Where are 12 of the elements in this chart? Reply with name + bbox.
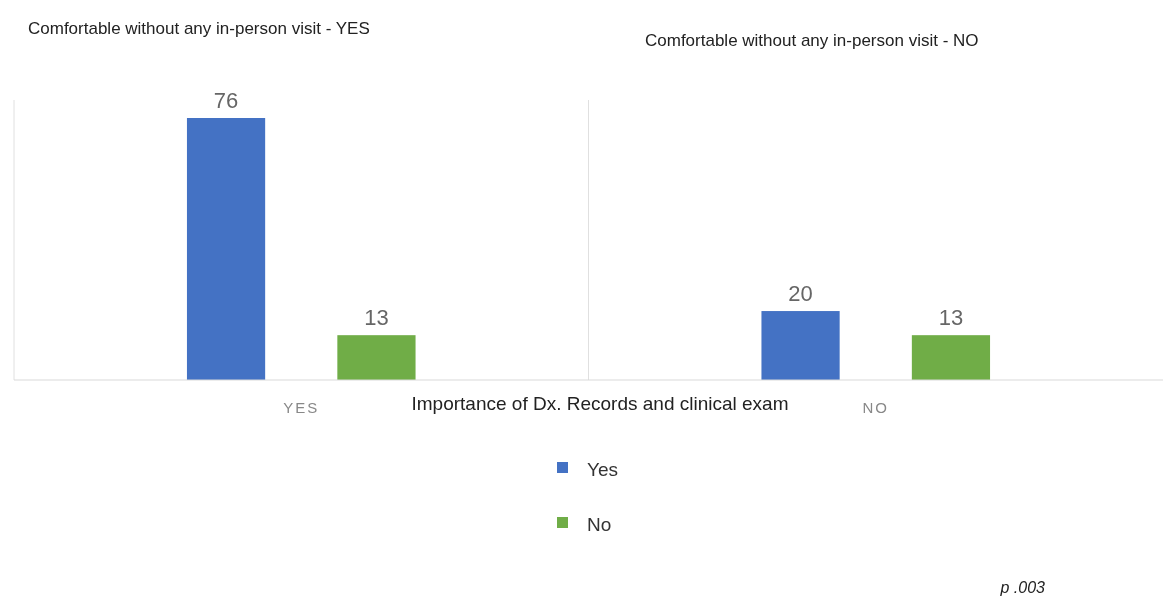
data-label: 76 xyxy=(213,88,239,113)
data-label: 13 xyxy=(364,305,389,331)
text: Comfortable without any in-person visit - YES xyxy=(28,19,370,38)
legend-label: Yes xyxy=(587,459,618,480)
x-axis-title: Importance of Dx. Records and clinical exam xyxy=(411,393,789,414)
text: p .003 xyxy=(999,579,1046,596)
data-label: 13 xyxy=(938,305,964,331)
x-tick-label: NO xyxy=(862,399,889,416)
data-label: 20 xyxy=(788,281,813,307)
x-tick-label: YES xyxy=(283,399,320,416)
text: Comfortable without any in-person visit - NO xyxy=(645,31,979,50)
legend-label: No xyxy=(587,514,612,535)
